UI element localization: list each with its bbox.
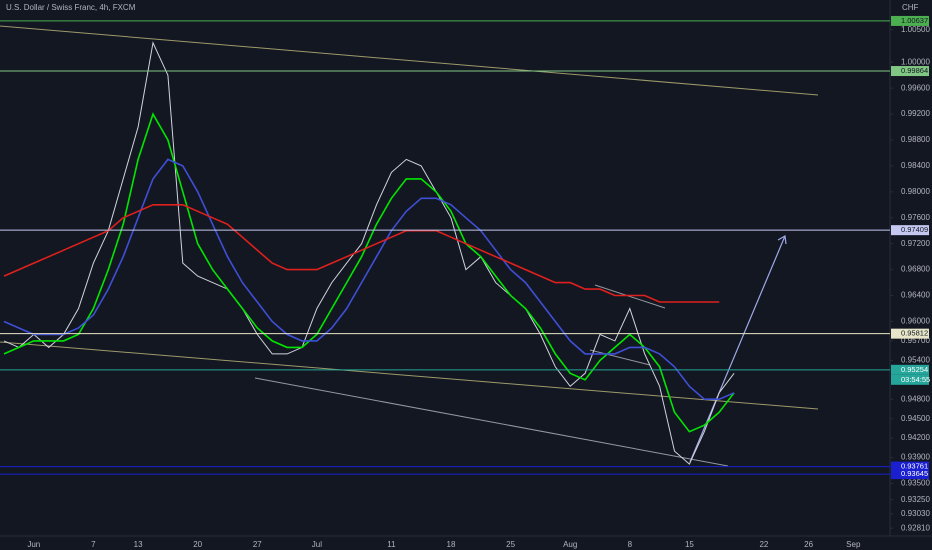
level-label: 1.00637 xyxy=(901,16,928,25)
y-tick-label: 0.93030 xyxy=(901,509,930,518)
x-tick-label: 22 xyxy=(759,540,768,549)
y-tick-label: 0.93900 xyxy=(901,453,930,462)
trend-line xyxy=(0,341,819,410)
trend-line xyxy=(594,284,666,309)
x-tick-label: 20 xyxy=(193,540,202,549)
level-label: 0.97409 xyxy=(901,225,928,234)
y-tick-label: 0.98000 xyxy=(901,187,930,196)
x-tick-label: 26 xyxy=(804,540,813,549)
y-tick-label: 0.96800 xyxy=(901,265,930,274)
y-tick-label: 0.99600 xyxy=(901,83,930,92)
x-tick-label: Jul xyxy=(312,540,322,549)
arrow-head xyxy=(777,235,787,245)
y-tick-label: 0.98800 xyxy=(901,135,930,144)
x-tick-label: 15 xyxy=(685,540,694,549)
series-line xyxy=(3,158,735,400)
y-axis-label: CHF xyxy=(902,3,919,12)
y-tick-label: 0.95700 xyxy=(901,336,930,345)
y-tick-label: 0.99200 xyxy=(901,109,930,118)
level-label-bg xyxy=(891,66,929,77)
countdown: 03:54:55 xyxy=(901,375,930,384)
level-label: 0.95812 xyxy=(901,329,928,338)
x-tick-label: 27 xyxy=(253,540,262,549)
x-tick-label: 8 xyxy=(628,540,633,549)
trend-line xyxy=(589,349,651,366)
y-tick-label: 1.00500 xyxy=(901,25,930,34)
level-label-bg xyxy=(891,364,929,375)
level-label: 0.99864 xyxy=(901,66,928,75)
x-tick-label: 18 xyxy=(447,540,456,549)
chart-title: U.S. Dollar / Swiss Franc, 4h, FXCM xyxy=(6,3,136,12)
level-label: 0.95254 xyxy=(901,365,928,374)
y-tick-label: 0.96000 xyxy=(901,317,930,326)
x-tick-label: 11 xyxy=(387,540,396,549)
trend-line xyxy=(0,25,819,96)
y-tick-label: 0.94800 xyxy=(901,394,930,403)
x-tick-label: 25 xyxy=(506,540,515,549)
series-line xyxy=(3,41,735,465)
series-line xyxy=(3,204,720,303)
y-tick-label: 1.00000 xyxy=(901,57,930,66)
level-label-bg xyxy=(891,15,929,26)
level-label: 0.93761 xyxy=(901,462,928,471)
y-tick-label: 0.97600 xyxy=(901,213,930,222)
x-tick-label: Aug xyxy=(563,540,577,549)
y-tick-label: 0.96400 xyxy=(901,291,930,300)
level-label: 0.93645 xyxy=(901,469,928,478)
level-label-bg xyxy=(891,461,929,472)
y-tick-label: 0.94200 xyxy=(901,433,930,442)
y-tick-label: 0.93250 xyxy=(901,495,930,504)
x-tick-label: 7 xyxy=(91,540,96,549)
level-label-bg xyxy=(891,328,929,339)
series-line xyxy=(3,112,735,433)
x-tick-label: 13 xyxy=(134,540,143,549)
x-tick-label: Jun xyxy=(27,540,40,549)
level-label-bg xyxy=(891,469,929,480)
x-tick-label: Sep xyxy=(846,540,861,549)
y-tick-label: 0.98400 xyxy=(901,161,930,170)
level-label-bg xyxy=(891,225,929,236)
y-tick-label: 0.93500 xyxy=(901,479,930,488)
trend-line xyxy=(254,377,729,467)
y-tick-label: 0.97200 xyxy=(901,239,930,248)
countdown-bg xyxy=(891,374,929,385)
y-tick-label: 0.92810 xyxy=(901,523,930,532)
y-tick-label: 0.94500 xyxy=(901,414,930,423)
y-tick-label: 0.95400 xyxy=(901,355,930,364)
